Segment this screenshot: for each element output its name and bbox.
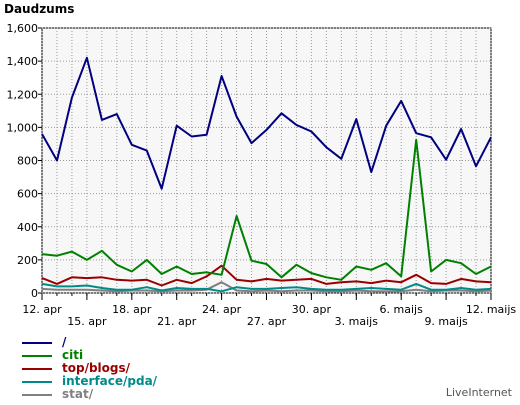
x-tick-label: 3. maijs bbox=[335, 315, 379, 328]
legend: / citi top/blogs/ interface/pda/ stat/ bbox=[22, 336, 157, 401]
legend-label: citi bbox=[62, 348, 84, 362]
x-tick-label: 12. maijs bbox=[466, 303, 517, 316]
x-tick-label: 12. apr bbox=[22, 303, 62, 316]
y-tick-label: 0 bbox=[31, 287, 38, 300]
legend-label: / bbox=[62, 335, 67, 349]
legend-item-top-blogs: top/blogs/ bbox=[22, 362, 157, 375]
x-tick-label: 27. apr bbox=[247, 315, 287, 328]
y-tick-label: 1,400 bbox=[7, 55, 39, 68]
y-tick-label: 1,000 bbox=[7, 121, 39, 134]
watermark: LiveInternet bbox=[445, 386, 512, 399]
chart-title: Daudzums bbox=[4, 2, 74, 16]
y-tick-label: 200 bbox=[17, 254, 38, 267]
series-line bbox=[41, 282, 492, 293]
x-tick-label: 18. apr bbox=[112, 303, 152, 316]
legend-swatch bbox=[22, 367, 52, 370]
legend-swatch bbox=[22, 393, 52, 396]
legend-label: top/blogs/ bbox=[62, 361, 131, 375]
x-tick-label: 15. apr bbox=[67, 315, 107, 328]
x-tick-label: 24. apr bbox=[202, 303, 242, 316]
legend-swatch bbox=[22, 354, 52, 357]
series-line bbox=[41, 264, 492, 287]
legend-item-citi: citi bbox=[22, 349, 157, 362]
y-tick-label: 800 bbox=[17, 155, 38, 168]
series-line bbox=[41, 281, 492, 293]
legend-item-root: / bbox=[22, 336, 157, 349]
x-tick-label: 6. maijs bbox=[380, 303, 424, 316]
y-tick-label: 400 bbox=[17, 221, 38, 234]
y-tick-label: 1,600 bbox=[7, 22, 39, 35]
series-line bbox=[41, 138, 492, 281]
y-tick-label: 1,200 bbox=[7, 88, 39, 101]
series-line bbox=[41, 56, 492, 190]
legend-item-interface-pda: interface/pda/ bbox=[22, 375, 157, 388]
y-axis-ticks: 0 200 400 600 800 1,000 1,200 1,400 1,600 bbox=[7, 22, 42, 300]
series-lines bbox=[41, 56, 492, 293]
legend-swatch bbox=[22, 341, 52, 344]
legend-swatch bbox=[22, 380, 52, 383]
y-tick-label: 600 bbox=[17, 188, 38, 201]
x-tick-label: 30. apr bbox=[292, 303, 332, 316]
legend-label: interface/pda/ bbox=[62, 374, 158, 388]
legend-label: stat/ bbox=[62, 387, 94, 401]
legend-item-stat: stat/ bbox=[22, 388, 157, 401]
x-tick-label: 9. maijs bbox=[424, 315, 468, 328]
x-axis-ticks: 12. apr 15. apr 18. apr 21. apr 24. apr 27. a… bbox=[22, 293, 516, 328]
grid bbox=[41, 27, 492, 294]
x-tick-label: 21. apr bbox=[157, 315, 197, 328]
